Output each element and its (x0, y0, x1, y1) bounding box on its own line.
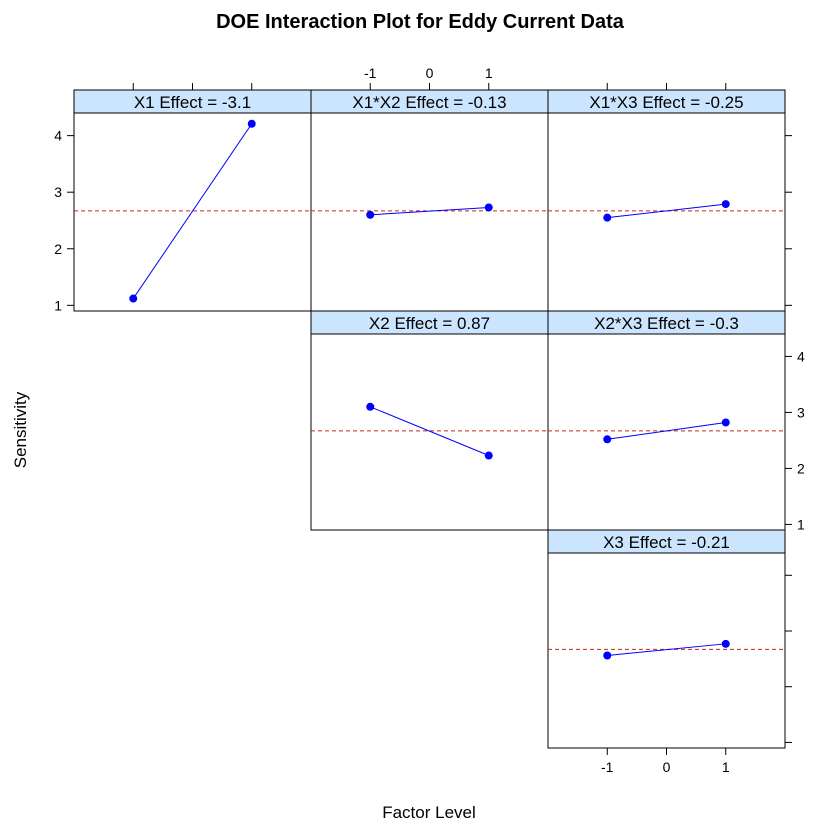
panel-strip-label: X3 Effect = -0.21 (603, 533, 730, 552)
chart-title: DOE Interaction Plot for Eddy Current Da… (216, 11, 625, 33)
panel-strip-label: X2*X3 Effect = -0.3 (594, 314, 739, 333)
panel-5: X2*X3 Effect = -0.3 (547, 310, 786, 531)
data-point (721, 639, 730, 648)
top-axis-col3 (606, 83, 727, 90)
y-tick-label: 3 (54, 184, 62, 200)
y-tick-label: 2 (797, 460, 805, 476)
data-point (603, 213, 612, 222)
right-axis-row3 (785, 574, 792, 743)
x-tick-label: 1 (722, 759, 730, 775)
series-line (607, 421, 726, 440)
series-line (370, 406, 489, 456)
top-axis-col2: -1 0 1 (364, 65, 493, 90)
right-axis-row1 (785, 135, 792, 306)
data-point (247, 119, 256, 128)
x-tick-label: -1 (364, 65, 377, 81)
panel-3: X1*X3 Effect = -0.25 (547, 89, 786, 312)
y-tick-label: 2 (54, 241, 62, 257)
y-tick-label: 4 (797, 348, 805, 364)
right-axis-row2: 1 2 3 4 (785, 348, 805, 532)
x-axis-label: Factor Level (382, 803, 476, 822)
data-point (721, 418, 730, 427)
top-axis-col1 (132, 83, 253, 90)
data-point (721, 200, 730, 209)
panel-frame (547, 552, 786, 749)
y-tick-label: 3 (797, 404, 805, 420)
x-tick-label: 0 (663, 759, 671, 775)
panel-1: X1 Effect = -3.1 (73, 89, 312, 312)
left-axis-row1: 1 2 3 4 (54, 128, 74, 313)
x-tick-label: -1 (601, 759, 614, 775)
panel-strip-label: X1*X2 Effect = -0.13 (352, 93, 506, 112)
panels-layer: X1 Effect = -3.1 X1*X2 Effect = -0.13 X1*X… (54, 65, 805, 775)
y-axis-label: Sensitivity (11, 391, 30, 468)
y-tick-label: 1 (54, 297, 62, 313)
series-line (607, 203, 726, 219)
series-line (132, 123, 253, 299)
panel-6: X3 Effect = -0.21 (547, 529, 786, 749)
data-point (366, 210, 375, 219)
data-point (603, 435, 612, 444)
panel-strip-label: X1*X3 Effect = -0.25 (589, 93, 743, 112)
panel-frame (547, 112, 786, 312)
data-point (366, 402, 375, 411)
panel-4: X2 Effect = 0.87 (310, 310, 549, 531)
data-point (484, 451, 493, 460)
data-point (603, 651, 612, 660)
y-tick-label: 1 (797, 516, 805, 532)
bottom-axis-col3: -1 0 1 (601, 748, 730, 775)
data-point (484, 203, 493, 212)
series-line (370, 206, 489, 216)
x-tick-label: 1 (485, 65, 493, 81)
panel-frame (547, 333, 786, 531)
x-tick-label: 0 (426, 65, 434, 81)
y-tick-label: 4 (54, 128, 62, 144)
panel-strip-label: X1 Effect = -3.1 (134, 93, 251, 112)
series-line (607, 643, 726, 657)
panel-frame (310, 112, 549, 312)
panel-2: X1*X2 Effect = -0.13 (310, 89, 549, 312)
data-point (129, 294, 138, 303)
panel-strip-label: X2 Effect = 0.87 (369, 314, 490, 333)
panel-frame (310, 333, 549, 531)
